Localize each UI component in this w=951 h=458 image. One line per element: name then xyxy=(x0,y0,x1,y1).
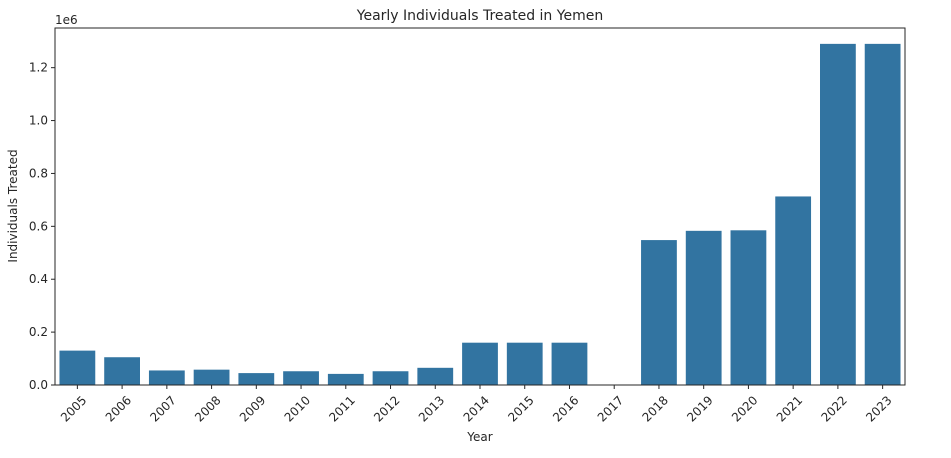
x-tick-label: 2007 xyxy=(147,393,178,424)
x-tick-label: 2010 xyxy=(282,393,313,424)
x-tick-label: 2005 xyxy=(58,393,89,424)
bar-2022 xyxy=(820,43,856,385)
x-tick-label: 2014 xyxy=(461,393,492,424)
x-tick-label: 2011 xyxy=(326,393,357,424)
bar-2009 xyxy=(238,373,275,385)
y-tick-label: 0.6 xyxy=(29,219,48,233)
x-tick-label: 2012 xyxy=(371,393,402,424)
bars xyxy=(59,43,901,385)
bar-2015 xyxy=(506,342,543,385)
x-tick-label: 2022 xyxy=(818,393,849,424)
bar-2011 xyxy=(327,373,364,385)
x-tick-label: 2015 xyxy=(505,393,536,424)
x-tick-label: 2019 xyxy=(684,393,715,424)
bar-2005 xyxy=(59,350,96,385)
bar-2013 xyxy=(417,367,454,385)
x-tick-label: 2009 xyxy=(237,393,268,424)
y-tick-label: 0.8 xyxy=(29,166,48,180)
bar-2014 xyxy=(462,342,498,385)
y-axis-label: Individuals Treated xyxy=(6,149,20,262)
y-tick-label: 1.2 xyxy=(29,61,48,75)
x-axis-label: Year xyxy=(466,430,492,444)
bar-2006 xyxy=(104,357,140,385)
chart-title: Yearly Individuals Treated in Yemen xyxy=(356,8,603,24)
x-tick-label: 2008 xyxy=(192,393,223,424)
x-tick-label: 2016 xyxy=(550,393,581,424)
bar-2012 xyxy=(372,371,409,385)
x-tick-label: 2020 xyxy=(729,393,760,424)
x-tick-label: 2013 xyxy=(416,393,447,424)
y-tick-label: 0.4 xyxy=(29,272,48,286)
x-tick-label: 2018 xyxy=(640,393,671,424)
bar-2010 xyxy=(283,371,319,385)
x-tick-label: 2017 xyxy=(595,393,626,424)
y-tick-label: 0.0 xyxy=(29,378,48,392)
bar-2020 xyxy=(730,230,767,385)
x-tick-label: 2023 xyxy=(863,393,894,424)
bar-2023 xyxy=(864,43,901,385)
y-offset-label: 1e6 xyxy=(55,13,78,27)
bar-2007 xyxy=(148,370,185,385)
bar-2019 xyxy=(685,230,722,385)
bar-2008 xyxy=(193,369,230,385)
bar-2016 xyxy=(551,342,588,385)
bar-2018 xyxy=(641,240,677,385)
plot-frame xyxy=(54,27,906,386)
y-axis-ticks: 0.0 0.2 0.4 0.6 0.8 1.0 1.2 xyxy=(29,61,55,392)
y-tick-label: 1.0 xyxy=(29,114,48,128)
x-axis-ticks: 2005 2006 2007 2008 2009 2010 2011 2012 2013 2014… xyxy=(58,385,895,425)
bar-2021 xyxy=(775,196,812,385)
x-tick-label: 2006 xyxy=(103,393,134,424)
x-tick-label: 2021 xyxy=(774,393,805,424)
y-tick-label: 0.2 xyxy=(29,325,48,339)
